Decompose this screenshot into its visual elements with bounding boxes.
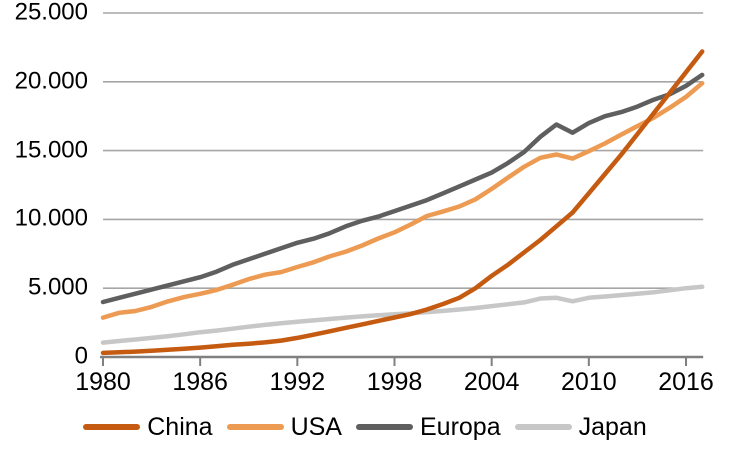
series-line-china [100, 49, 705, 356]
legend: China USA Europa Japan [0, 408, 730, 446]
x-axis-label: 2010 [561, 368, 617, 396]
legend-label-japan: Japan [578, 412, 647, 441]
europa-line-swatch [355, 424, 413, 430]
x-axis: 1980 1986 1992 1998 2004 2010 2016 [0, 368, 730, 398]
legend-item-europa: Europa [355, 412, 501, 442]
legend-item-usa: USA [226, 412, 342, 442]
y-axis-label: 10.000 [14, 204, 88, 232]
x-axis-label: 2004 [463, 368, 520, 396]
x-axis-label: 1980 [75, 368, 131, 396]
y-axis-label: 0 [74, 342, 88, 370]
legend-item-japan: Japan [514, 412, 647, 442]
y-axis: 0 5.000 10.000 15.000 20.000 25.000 [0, 0, 88, 400]
y-axis-label: 25.000 [14, 0, 88, 26]
legend-label-europa: Europa [419, 412, 501, 441]
y-axis-label: 15.000 [14, 136, 88, 164]
series-line-usa [100, 80, 705, 320]
china-line-swatch [83, 424, 141, 430]
legend-label-china: China [147, 412, 213, 441]
legend-item-china: China [83, 412, 213, 442]
x-axis-label: 1998 [366, 368, 423, 396]
x-axis-label: 1992 [269, 368, 326, 396]
usa-line-swatch [226, 424, 284, 430]
series-line-europa [100, 72, 705, 305]
x-axis-label: 1986 [172, 368, 228, 396]
x-axis-label: 2016 [658, 368, 714, 396]
japan-line-swatch [514, 424, 572, 430]
legend-label-usa: USA [290, 412, 342, 441]
y-axis-label: 20.000 [14, 67, 88, 95]
y-axis-label: 5.000 [27, 273, 88, 301]
